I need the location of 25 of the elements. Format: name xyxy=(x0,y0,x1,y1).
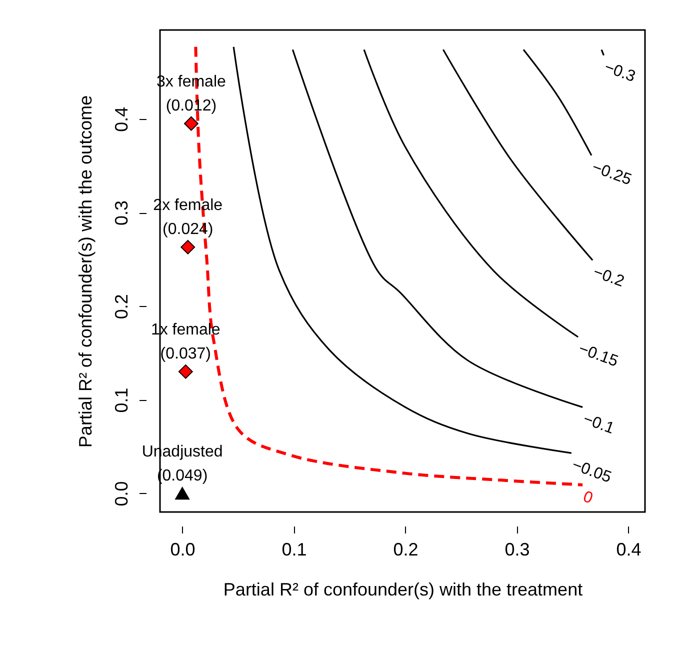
point xyxy=(178,364,193,379)
y-tick-label: 0.4 xyxy=(112,106,132,132)
y-tick-label: 0.2 xyxy=(112,294,132,320)
x-axis-title: Partial R² of confounder(s) with the treatment xyxy=(223,580,583,600)
text: −0.25 xyxy=(590,159,634,189)
y-axis-title: Partial R² of confounder(s) with the outcome xyxy=(76,95,96,448)
y-tick-label: 0.1 xyxy=(112,388,132,413)
y-tick-label: 0.3 xyxy=(112,200,132,226)
text: −0.3 xyxy=(602,58,638,86)
point xyxy=(180,240,196,254)
line-series xyxy=(232,46,572,454)
text: −0.15 xyxy=(576,340,620,370)
x-tick-label: 0.2 xyxy=(393,540,418,560)
line-series xyxy=(363,48,579,338)
x-tick-label: 0.0 xyxy=(170,540,196,560)
text: −0.05 xyxy=(570,456,614,486)
x-tick-label: 0.1 xyxy=(282,540,307,560)
text: −0.1 xyxy=(580,410,616,438)
point xyxy=(184,116,198,131)
x-tick-label: 0.3 xyxy=(504,540,530,560)
text: −0.2 xyxy=(590,264,626,291)
x-tick-label: 0.4 xyxy=(616,540,642,560)
y-tick-label: 0.0 xyxy=(112,481,132,506)
point xyxy=(175,486,190,500)
text: 0 xyxy=(580,488,596,508)
